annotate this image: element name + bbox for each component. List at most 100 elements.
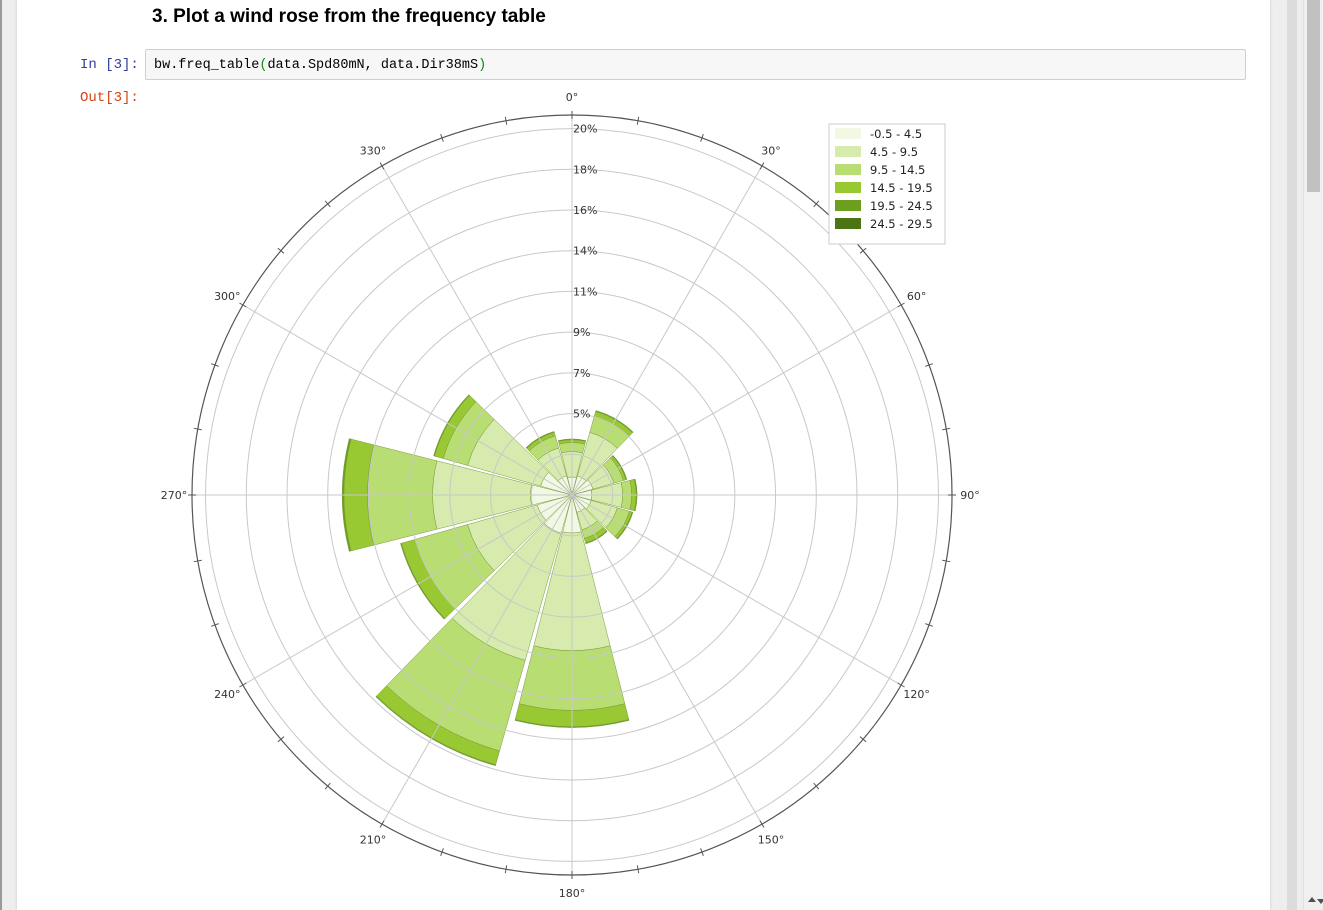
spoke-150 (571, 494, 763, 825)
radial-tick-label-6: 16% (573, 204, 597, 217)
sector-0-bin-4 (557, 438, 587, 442)
angle-label-270: 270° (161, 489, 188, 502)
wind-rose-chart: 0° 30° 60° 90° 120° 150° 180° 210° 240° 270° 300° 3… (161, 91, 980, 900)
radial-tick-label-7: 18% (573, 163, 597, 176)
outer-tick-210 (379, 820, 385, 828)
spoke-210 (381, 494, 573, 825)
vertical-scrollbar[interactable] (1303, 0, 1323, 910)
spoke-30 (571, 165, 763, 496)
window-left-edge (0, 0, 2, 910)
section-heading: 3. Plot a wind rose from the frequency t… (152, 6, 546, 27)
legend-swatch-3 (835, 182, 861, 193)
legend-label-2: 9.5 - 14.5 (870, 163, 925, 177)
radial-tick-label-4: 11% (573, 285, 597, 298)
angle-label-120: 120° (903, 688, 930, 701)
legend-swatch-4 (835, 200, 861, 211)
angle-label-60: 60° (907, 290, 927, 303)
scroll-up-arrow-icon[interactable] (1308, 897, 1316, 902)
legend-label-0: -0.5 - 4.5 (870, 127, 922, 141)
outer-tick-320 (324, 200, 331, 208)
outer-tick-260 (193, 559, 202, 563)
sector-120-bin-4 (616, 511, 634, 540)
outer-tick-110 (925, 623, 934, 627)
sector-90-bin-4 (633, 478, 638, 512)
scrollbar-thumb[interactable] (1307, 0, 1320, 192)
legend-swatch-2 (835, 164, 861, 175)
outer-tick-220 (324, 782, 331, 790)
sector-180-bin-4 (514, 719, 630, 728)
angle-label-300: 300° (214, 290, 241, 303)
angle-label-90: 90° (960, 489, 980, 502)
outer-tick-130 (859, 736, 867, 743)
outer-tick-280 (193, 427, 202, 431)
radial-tick-label-1: 5% (573, 408, 590, 421)
outer-tick-80 (942, 427, 951, 431)
sector-270-bin-4 (341, 438, 352, 552)
outer-tick-340 (440, 133, 444, 142)
spoke-330 (381, 165, 573, 496)
outer-tick-240 (239, 682, 247, 688)
outer-tick-170 (636, 865, 640, 874)
outer-tick-50 (859, 247, 867, 254)
angle-label-150: 150° (758, 834, 785, 847)
outer-tick-250 (210, 623, 219, 627)
outer-tick-350 (504, 116, 508, 125)
outer-tick-300 (239, 302, 247, 308)
outer-tick-310 (277, 247, 285, 254)
radial-tick-label-5: 14% (573, 245, 597, 258)
page-gutter (1287, 0, 1297, 910)
legend-swatch-5 (835, 218, 861, 229)
spoke-120 (571, 494, 902, 686)
sector-150-bin-4 (585, 530, 608, 545)
outer-tick-200 (440, 848, 444, 857)
outer-tick-40 (813, 200, 820, 208)
outer-tick-160 (700, 848, 704, 857)
sector-30-bin-4 (595, 410, 634, 434)
outer-tick-10 (636, 116, 640, 125)
angle-label-180: 180° (559, 887, 586, 900)
legend-label-5: 24.5 - 29.5 (870, 217, 933, 231)
code-text[interactable]: bw.freq_table(data.Spd80mN, data.Dir38mS… (154, 58, 486, 73)
outer-tick-70 (925, 363, 934, 367)
sector-240-bin-4 (400, 542, 446, 620)
radial-tick-label-2: 7% (573, 367, 590, 380)
code-call: bw.freq_table (154, 58, 260, 73)
grid-layer (188, 111, 956, 879)
legend-label-3: 14.5 - 19.5 (870, 181, 933, 195)
outer-tick-30 (759, 162, 765, 170)
spoke-60 (571, 304, 902, 496)
code-cell[interactable]: bw.freq_table(data.Spd80mN, data.Dir38mS… (145, 49, 1246, 80)
radial-tick-label-3: 9% (573, 326, 590, 339)
outer-tick-140 (813, 782, 820, 790)
outer-tick-230 (277, 736, 285, 743)
outer-tick-290 (210, 363, 219, 367)
label-layer: 0° 30° 60° 90° 120° 150° 180° 210° 240° 270° 300° 3… (161, 91, 980, 900)
legend: -0.5 - 4.5 4.5 - 9.5 9.5 - 14.5 14.5 - 19.5… (828, 123, 946, 245)
sector-330-bin-4 (525, 431, 555, 449)
angle-label-210: 210° (360, 834, 387, 847)
angle-label-330: 330° (360, 144, 387, 157)
radial-tick-label-8: 20% (573, 123, 597, 136)
angle-label-30: 30° (761, 144, 781, 157)
outer-tick-100 (942, 559, 951, 563)
scroll-down-arrow-icon[interactable] (1317, 899, 1323, 904)
sector-60-bin-4 (611, 454, 628, 481)
sector-210-bin-4 (375, 695, 496, 767)
sector-layer (341, 394, 638, 767)
spoke-300 (242, 304, 573, 496)
outer-tick-120 (897, 682, 905, 688)
outer-tick-190 (504, 865, 508, 874)
legend-label-1: 4.5 - 9.5 (870, 145, 918, 159)
code-close-paren: ) (478, 58, 487, 73)
code-args: data.Spd80mN, data.Dir38mS (267, 58, 479, 73)
legend-swatch-0 (835, 128, 861, 139)
input-prompt: In [3]: (80, 57, 139, 73)
angle-label-240: 240° (214, 688, 241, 701)
angle-label-0: 0° (566, 91, 579, 104)
sector-300-bin-4 (433, 394, 470, 457)
outer-tick-330 (379, 162, 385, 170)
spoke-240 (242, 494, 573, 686)
outer-tick-20 (700, 133, 704, 142)
legend-label-4: 19.5 - 24.5 (870, 199, 933, 213)
legend-swatch-1 (835, 146, 861, 157)
